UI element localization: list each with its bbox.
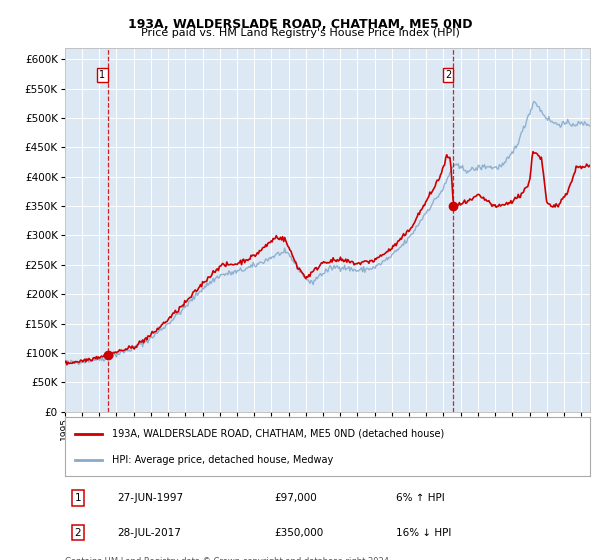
Text: 1: 1	[100, 70, 106, 80]
Text: 193A, WALDERSLADE ROAD, CHATHAM, ME5 0ND (detached house): 193A, WALDERSLADE ROAD, CHATHAM, ME5 0ND…	[112, 428, 444, 438]
Text: 6% ↑ HPI: 6% ↑ HPI	[395, 493, 444, 503]
Text: £350,000: £350,000	[275, 528, 324, 538]
Text: 27-JUN-1997: 27-JUN-1997	[118, 493, 184, 503]
Text: 2: 2	[445, 70, 451, 80]
Text: £97,000: £97,000	[275, 493, 317, 503]
Text: HPI: Average price, detached house, Medway: HPI: Average price, detached house, Medw…	[112, 455, 334, 465]
Text: Price paid vs. HM Land Registry's House Price Index (HPI): Price paid vs. HM Land Registry's House …	[140, 28, 460, 38]
Text: 28-JUL-2017: 28-JUL-2017	[118, 528, 181, 538]
Text: 1: 1	[74, 493, 81, 503]
Text: 16% ↓ HPI: 16% ↓ HPI	[395, 528, 451, 538]
Text: Contains HM Land Registry data © Crown copyright and database right 2024.
This d: Contains HM Land Registry data © Crown c…	[65, 557, 391, 560]
Text: 2: 2	[74, 528, 81, 538]
Text: 193A, WALDERSLADE ROAD, CHATHAM, ME5 0ND: 193A, WALDERSLADE ROAD, CHATHAM, ME5 0ND	[128, 18, 472, 31]
